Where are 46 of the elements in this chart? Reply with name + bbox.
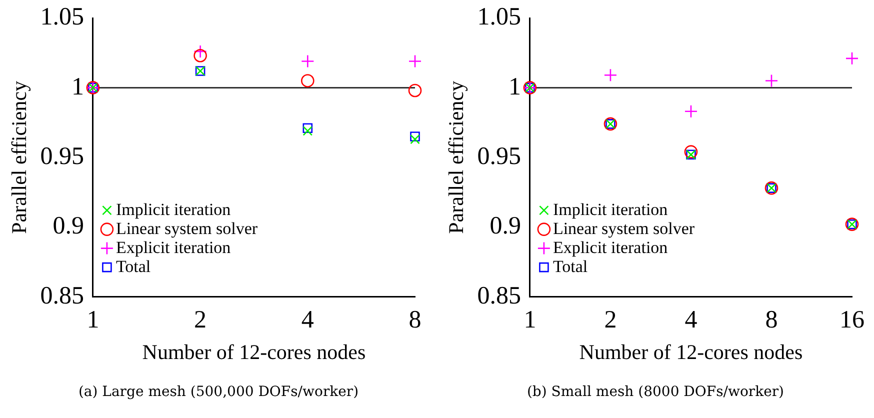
point [408, 54, 422, 68]
point [302, 123, 313, 134]
text: (a) Large mesh (500,000 DOFs/worker) [77, 384, 360, 400]
point [604, 68, 618, 82]
x-tick-label: 8 [765, 306, 778, 334]
point [301, 74, 314, 88]
y-axis-title: Parallel efficiency [444, 80, 468, 234]
x-tick-label: 2 [194, 306, 207, 334]
point [194, 44, 207, 58]
legend-label: Explicit iteration [552, 238, 668, 257]
y-tick-label: 0.95 [477, 142, 521, 170]
y-tick-label: 0.85 [40, 282, 84, 310]
y-tick-label: 0.9 [490, 212, 521, 240]
legend-label: Implicit iteration [552, 200, 668, 219]
legend-label: Linear system solver [552, 218, 695, 238]
legend-label: Linear system solver [116, 218, 258, 238]
legend-label: Total [116, 256, 151, 276]
point [194, 48, 207, 62]
y-tick-label: 0.85 [477, 282, 521, 310]
y-tick-label: 0.95 [40, 142, 84, 170]
point [684, 104, 698, 118]
x-tick-label: 4 [684, 306, 698, 334]
y-tick-label: 1 [71, 73, 84, 100]
legend-label: Explicit iteration [116, 238, 232, 257]
point [845, 52, 859, 66]
x-tick-label: 8 [408, 306, 422, 334]
point [408, 84, 422, 98]
legend-label: Implicit iteration [116, 200, 232, 219]
y-tick-label: 1.05 [477, 4, 521, 31]
point [684, 145, 698, 158]
y-tick-label: 1.05 [40, 4, 84, 31]
x-tick-label: 4 [301, 306, 314, 334]
y-tick-label: 0.9 [52, 212, 84, 240]
x-tick-label: 16 [840, 306, 864, 334]
point [410, 134, 420, 144]
point [301, 54, 314, 68]
x-tick-label: 2 [604, 306, 617, 334]
y-tick-label: 1 [508, 73, 521, 100]
point [410, 132, 420, 142]
y-axis-title: Parallel efficiency [7, 80, 32, 234]
text: (b) Small mesh (8000 DOFs/worker) [526, 384, 786, 400]
legend-label: Total [552, 256, 588, 276]
x-axis-title: Number of 12-cores nodes [142, 340, 366, 364]
point [302, 126, 313, 136]
point [764, 74, 778, 88]
x-axis-title: Number of 12-cores nodes [579, 340, 803, 364]
